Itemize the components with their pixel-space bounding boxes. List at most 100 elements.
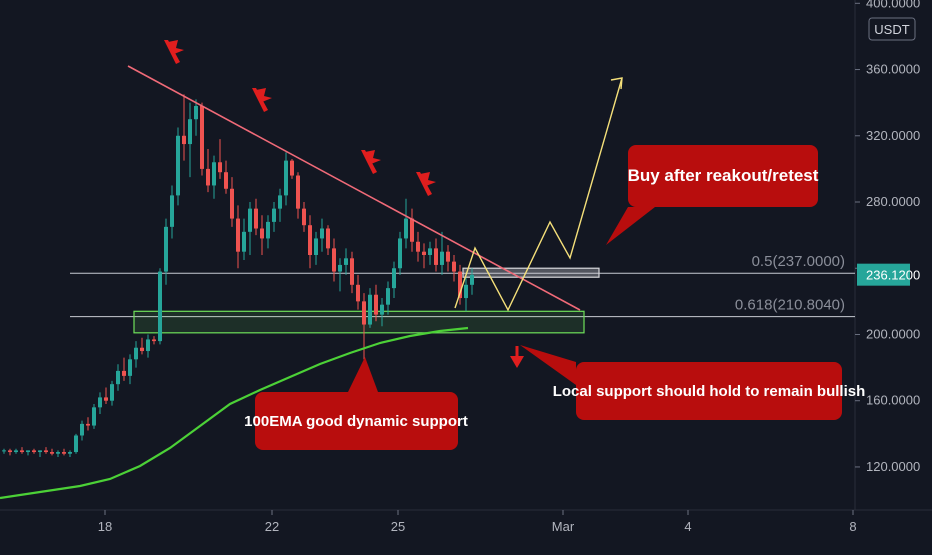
candle-body — [428, 248, 432, 255]
candle-body — [362, 301, 366, 325]
candle-body — [206, 168, 210, 186]
candle-body — [368, 294, 372, 325]
candle-body — [416, 241, 420, 252]
candle-body — [374, 294, 378, 315]
red-flag-icon — [252, 88, 272, 112]
y-tick-label: 360.0000 — [866, 62, 920, 77]
candle-body — [170, 195, 174, 227]
candle-body — [440, 251, 444, 265]
candle-body — [254, 208, 258, 229]
ema-line[interactable] — [0, 326, 469, 500]
candle-body — [464, 284, 468, 299]
candlesticks[interactable] — [2, 94, 474, 458]
candle-body — [212, 162, 216, 186]
candle-body — [68, 452, 72, 454]
candle-body — [266, 221, 270, 239]
candle-body — [32, 450, 36, 453]
candle-body — [386, 288, 390, 305]
candle-body — [230, 188, 234, 219]
svg-text:Buy after reakout/retest: Buy after reakout/retest — [628, 166, 819, 185]
candle-body — [50, 452, 54, 454]
candle-body — [14, 450, 18, 453]
candle-body — [134, 347, 138, 360]
svg-text:Local support should hold to r: Local support should hold to remain bull… — [553, 383, 866, 400]
y-tick-label: 400.0000 — [866, 0, 920, 10]
x-tick-label: 8 — [849, 519, 856, 534]
candle-body — [236, 218, 240, 252]
callout-ema[interactable]: 100EMA good dynamic support — [244, 357, 468, 450]
y-tick-label: 160.0000 — [866, 393, 920, 408]
candle-body — [356, 284, 360, 302]
breakout-zone-box — [462, 267, 600, 278]
trendline[interactable] — [127, 65, 581, 311]
candle-body — [116, 370, 120, 385]
candle-body — [86, 423, 90, 426]
projection-polyline — [454, 77, 623, 312]
candle-body — [398, 238, 402, 269]
candle-body — [158, 271, 162, 342]
candle-body — [302, 208, 306, 226]
time-axis[interactable]: 18 22 25 Mar 4 8 — [98, 510, 857, 534]
red-flag-icon — [361, 150, 381, 174]
fib-level-label: 0.618(210.8040) — [735, 297, 845, 314]
candle-body — [56, 452, 60, 454]
x-tick-label: Mar — [552, 519, 575, 534]
price-axis[interactable]: 120.0000 160.0000 200.0000 280.0000 320.0000… — [855, 0, 920, 474]
candle-body — [104, 397, 108, 401]
svg-text:USDT: USDT — [874, 22, 909, 37]
callout-buy[interactable]: Buy after reakout/retest — [606, 145, 819, 245]
projection-arrowhead — [610, 77, 623, 90]
x-tick-label: 25 — [391, 519, 405, 534]
candle-body — [314, 238, 318, 255]
candle-body — [44, 450, 48, 453]
candle-body — [200, 105, 204, 169]
candle-body — [188, 119, 192, 145]
candle-body — [98, 397, 102, 408]
candle-body — [122, 370, 126, 376]
candle-body — [8, 450, 12, 453]
candle-body — [224, 172, 228, 189]
red-flag-icon — [164, 40, 184, 64]
svg-text:236.1200: 236.1200 — [866, 268, 920, 283]
y-tick-label: 280.0000 — [866, 194, 920, 209]
candle-body — [218, 162, 222, 173]
support-zone-box — [133, 310, 585, 334]
ema-100-line — [0, 326, 469, 500]
projection-path[interactable] — [454, 77, 623, 312]
candle-body — [470, 274, 474, 285]
candle-body — [128, 359, 132, 376]
candle-body — [284, 160, 288, 196]
candle-body — [422, 251, 426, 255]
callout-support[interactable]: Local support should hold to remain bull… — [520, 345, 865, 420]
y-tick-label: 120.0000 — [866, 459, 920, 474]
candle-body — [242, 231, 246, 252]
candle-body — [20, 450, 24, 453]
candle-body — [110, 384, 114, 401]
candle-body — [80, 423, 84, 436]
currency-label: USDT — [868, 17, 916, 41]
candle-body — [272, 208, 276, 222]
candle-body — [74, 435, 78, 453]
svg-text:100EMA good dynamic support: 100EMA good dynamic support — [244, 413, 468, 430]
candle-body — [446, 251, 450, 262]
candle-body — [260, 228, 264, 239]
y-tick-label: 200.0000 — [866, 326, 920, 341]
candle-body — [326, 228, 330, 249]
x-tick-label: 22 — [265, 519, 279, 534]
y-tick-label: 320.0000 — [866, 128, 920, 143]
candle-body — [332, 248, 336, 272]
candle-body — [164, 226, 168, 272]
candle-body — [320, 228, 324, 239]
candle-body — [434, 248, 438, 265]
candle-body — [278, 195, 282, 209]
candle-body — [404, 218, 408, 239]
red-flag-icon — [416, 172, 436, 196]
candle-body — [140, 347, 144, 352]
support-zone[interactable] — [133, 267, 600, 334]
candle-body — [410, 218, 414, 242]
candle-body — [182, 135, 186, 145]
candle-body — [194, 105, 198, 120]
fib-level-label: 0.5(237.0000) — [752, 253, 845, 270]
